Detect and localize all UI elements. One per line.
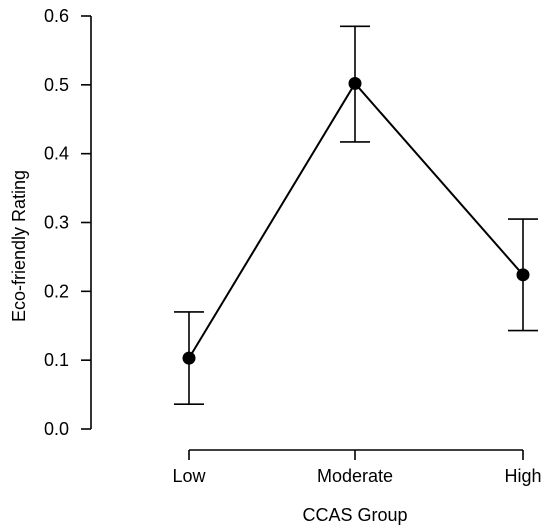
x-tick-label: Low: [172, 466, 206, 486]
y-tick-label: 0.0: [44, 419, 69, 439]
data-point-low: [182, 351, 196, 365]
x-tick-label: Moderate: [317, 466, 393, 486]
y-axis-title: Eco-friendly Rating: [9, 170, 29, 322]
y-tick-label: 0.5: [44, 75, 69, 95]
series-group: [182, 76, 530, 365]
data-point-moderate: [348, 76, 362, 90]
series-line: [188, 81, 524, 359]
data-point-high: [516, 268, 530, 282]
y-tick-label: 0.1: [44, 350, 69, 370]
x-tick-label: High: [504, 466, 541, 486]
y-axis: 0.0 0.1 0.2 0.3 0.4 0.5 0.6: [44, 6, 92, 439]
y-tick-label: 0.2: [44, 281, 69, 301]
y-tick-label: 0.4: [44, 144, 69, 164]
x-axis-title: CCAS Group: [302, 505, 407, 525]
x-axis: Low Moderate High: [172, 449, 542, 486]
y-tick-label: 0.6: [44, 6, 69, 26]
y-tick-label: 0.3: [44, 213, 69, 233]
